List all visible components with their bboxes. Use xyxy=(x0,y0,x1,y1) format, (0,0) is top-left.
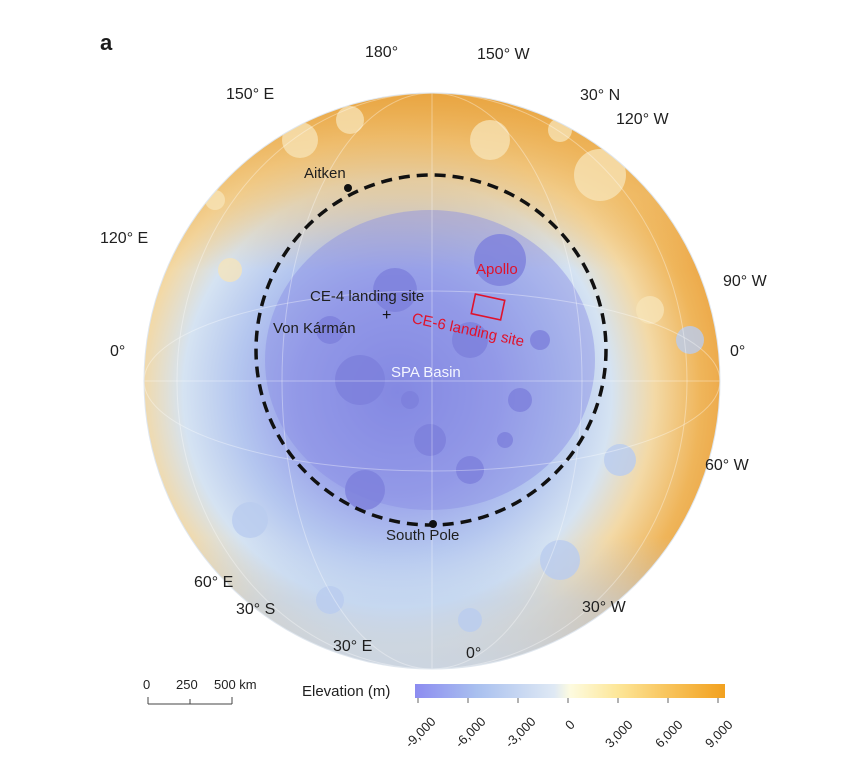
elevation-title: Elevation (m) xyxy=(302,683,391,700)
label-apollo: Apollo xyxy=(476,261,518,278)
south-pole-marker xyxy=(429,520,437,528)
coord-30n: 30° N xyxy=(580,87,621,104)
scale-label-500km: 500 km xyxy=(214,677,257,692)
coord-180: 180° xyxy=(365,44,399,61)
scale-label-0: 0 xyxy=(143,677,151,692)
coord-120e: 120° E xyxy=(100,230,149,247)
coord-30e: 30° E xyxy=(333,638,373,655)
coord-30w: 30° W xyxy=(582,599,626,616)
coord-0-left: 0° xyxy=(110,343,126,360)
coord-60e: 60° E xyxy=(194,574,234,591)
elevation-colorbar xyxy=(415,684,725,698)
scale-label-250: 250 xyxy=(176,677,198,692)
colorbar-ticks xyxy=(417,698,719,703)
coord-60w: 60° W xyxy=(705,457,749,474)
coord-150e: 150° E xyxy=(226,86,275,103)
scale-bar xyxy=(147,697,233,705)
coord-0-right: 0° xyxy=(730,343,746,360)
ce6-landing-box xyxy=(470,293,506,321)
craters xyxy=(316,234,550,510)
label-von-karman: Von Kármán xyxy=(273,320,356,337)
coord-120w: 120° W xyxy=(616,111,669,128)
coord-90w: 90° W xyxy=(723,273,767,290)
aitken-marker xyxy=(344,184,352,192)
coord-0-bottom: 0° xyxy=(466,645,482,662)
label-spa-basin: SPA Basin xyxy=(391,364,461,381)
von-karman-marker: + xyxy=(382,307,391,324)
label-aitken: Aitken xyxy=(304,165,346,182)
panel-label: a xyxy=(100,30,113,55)
label-south-pole: South Pole xyxy=(386,527,460,544)
graticule xyxy=(144,93,720,669)
label-ce4: CE-4 landing site xyxy=(310,288,425,305)
coord-150w: 150° W xyxy=(477,46,530,63)
coord-30s: 30° S xyxy=(236,601,276,618)
